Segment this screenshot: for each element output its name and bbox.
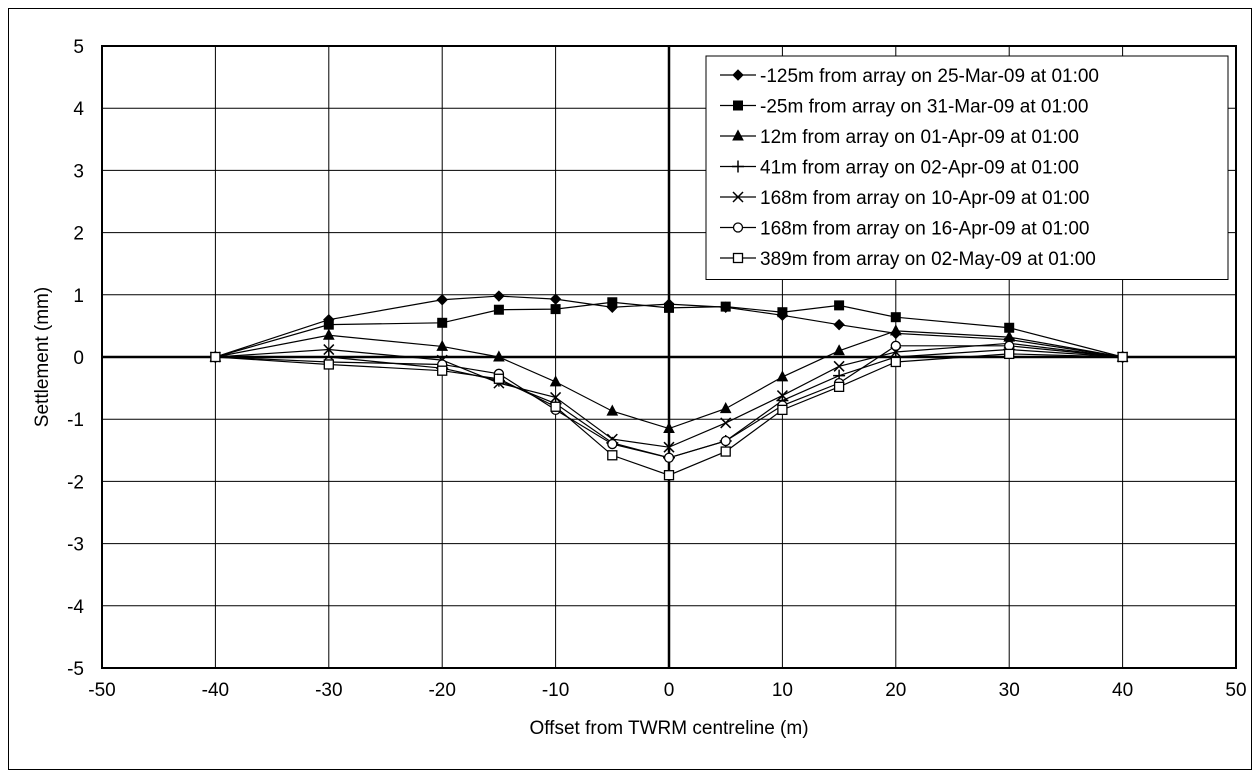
data-point xyxy=(663,452,675,463)
legend-label: 389m from array on 02-May-09 at 01:00 xyxy=(760,249,1096,270)
data-point xyxy=(720,301,731,312)
y-tick-label: 0 xyxy=(73,348,84,369)
x-tick-label: 40 xyxy=(1112,680,1133,701)
legend-item: 389m from array on 02-May-09 at 01:00 xyxy=(720,249,1096,270)
data-point xyxy=(1117,351,1128,363)
y-tick-label: -4 xyxy=(67,597,84,618)
legend-marker xyxy=(732,129,744,141)
x-tick-label: 0 xyxy=(664,680,675,701)
y-tick-label: 1 xyxy=(73,286,84,307)
data-point xyxy=(663,441,675,453)
legend-marker xyxy=(732,222,744,233)
data-point xyxy=(550,304,561,315)
data-point xyxy=(776,390,788,402)
data-point xyxy=(833,344,845,356)
data-point xyxy=(323,359,334,370)
data-point xyxy=(663,421,675,434)
x-tick-label: 20 xyxy=(885,680,906,701)
data-point xyxy=(493,290,505,302)
data-point xyxy=(550,401,561,412)
data-point xyxy=(890,356,901,368)
legend-label: 12m from array on 01-Apr-09 at 01:00 xyxy=(760,127,1079,148)
legend-marker xyxy=(732,191,744,203)
legend-label: 41m from array on 02-Apr-09 at 01:00 xyxy=(760,158,1079,179)
y-tick-label: 5 xyxy=(73,37,84,58)
data-point xyxy=(720,435,731,447)
legend-marker xyxy=(732,252,744,264)
data-point xyxy=(323,319,334,330)
x-tick-label: 30 xyxy=(999,680,1020,701)
data-point xyxy=(1004,348,1015,360)
y-tick-label: -5 xyxy=(67,659,84,680)
legend-marker xyxy=(733,100,743,111)
x-tick-label: -50 xyxy=(88,680,115,701)
data-point xyxy=(720,446,731,457)
chart-outer-border xyxy=(8,8,1252,770)
legend-item: -25m from array on 31-Mar-09 at 01:00 xyxy=(720,97,1088,118)
data-point xyxy=(777,404,788,416)
legend-item: 168m from array on 16-Apr-09 at 01:00 xyxy=(720,219,1090,240)
data-point xyxy=(493,350,505,362)
data-point xyxy=(720,417,732,429)
data-point xyxy=(834,300,845,311)
x-tick-label: -10 xyxy=(542,680,569,701)
plot-border xyxy=(101,45,1237,669)
y-tick-label: 2 xyxy=(73,224,84,245)
series-3 xyxy=(209,324,1129,434)
y-tick-label: -1 xyxy=(67,410,84,431)
y-tick-label: 4 xyxy=(73,99,84,120)
legend-item: 168m from array on 10-Apr-09 at 01:00 xyxy=(720,188,1090,209)
legend: -125m from array on 25-Mar-09 at 01:00 -2… xyxy=(705,55,1229,280)
data-point xyxy=(890,340,901,351)
x-tick-label: -40 xyxy=(202,680,229,701)
data-point xyxy=(493,304,504,315)
legend-label: 168m from array on 10-Apr-09 at 01:00 xyxy=(760,188,1090,209)
x-tick-label: -20 xyxy=(428,680,455,701)
data-point xyxy=(607,450,618,461)
data-point xyxy=(437,365,448,376)
legend-item: 12m from array on 01-Apr-09 at 01:00 xyxy=(720,127,1079,148)
x-axis-title: Offset from TWRM centreline (m) xyxy=(529,718,808,739)
data-point xyxy=(606,404,619,416)
x-tick-label: 10 xyxy=(772,680,793,701)
legend-box xyxy=(705,55,1229,280)
data-point xyxy=(607,297,618,308)
data-point xyxy=(777,307,788,318)
legend-item: -125m from array on 25-Mar-09 at 01:00 xyxy=(720,66,1099,87)
legend-label: 168m from array on 16-Apr-09 at 01:00 xyxy=(760,219,1090,240)
y-axis-title: Settlement (mm) xyxy=(32,287,53,427)
data-point xyxy=(663,470,675,481)
data-point xyxy=(549,375,562,387)
data-point xyxy=(323,344,335,356)
y-tick-label: 3 xyxy=(73,161,84,182)
series-7 xyxy=(210,348,1128,481)
legend-marker xyxy=(732,160,744,173)
data-point xyxy=(664,302,674,313)
x-tick-label: -30 xyxy=(315,680,342,701)
legend-marker xyxy=(732,69,744,81)
data-point xyxy=(437,317,448,328)
data-point xyxy=(833,381,845,393)
x-tick-label: 50 xyxy=(1225,680,1246,701)
data-point xyxy=(890,312,901,323)
y-tick-label: -2 xyxy=(67,472,84,493)
y-tick-label: -3 xyxy=(67,535,84,556)
data-point xyxy=(210,351,221,363)
data-point xyxy=(607,438,618,450)
legend-label: -125m from array on 25-Mar-09 at 01:00 xyxy=(760,66,1099,87)
data-point xyxy=(889,324,902,336)
data-point xyxy=(719,402,732,414)
data-point xyxy=(833,318,845,331)
data-point xyxy=(550,391,562,403)
data-point xyxy=(776,370,789,382)
data-point xyxy=(436,294,448,306)
legend-label: -25m from array on 31-Mar-09 at 01:00 xyxy=(760,97,1088,118)
data-point xyxy=(833,360,845,372)
data-point xyxy=(493,373,505,384)
data-point xyxy=(322,328,335,340)
data-point xyxy=(436,339,449,351)
legend-item: 41m from array on 02-Apr-09 at 01:00 xyxy=(720,158,1079,179)
